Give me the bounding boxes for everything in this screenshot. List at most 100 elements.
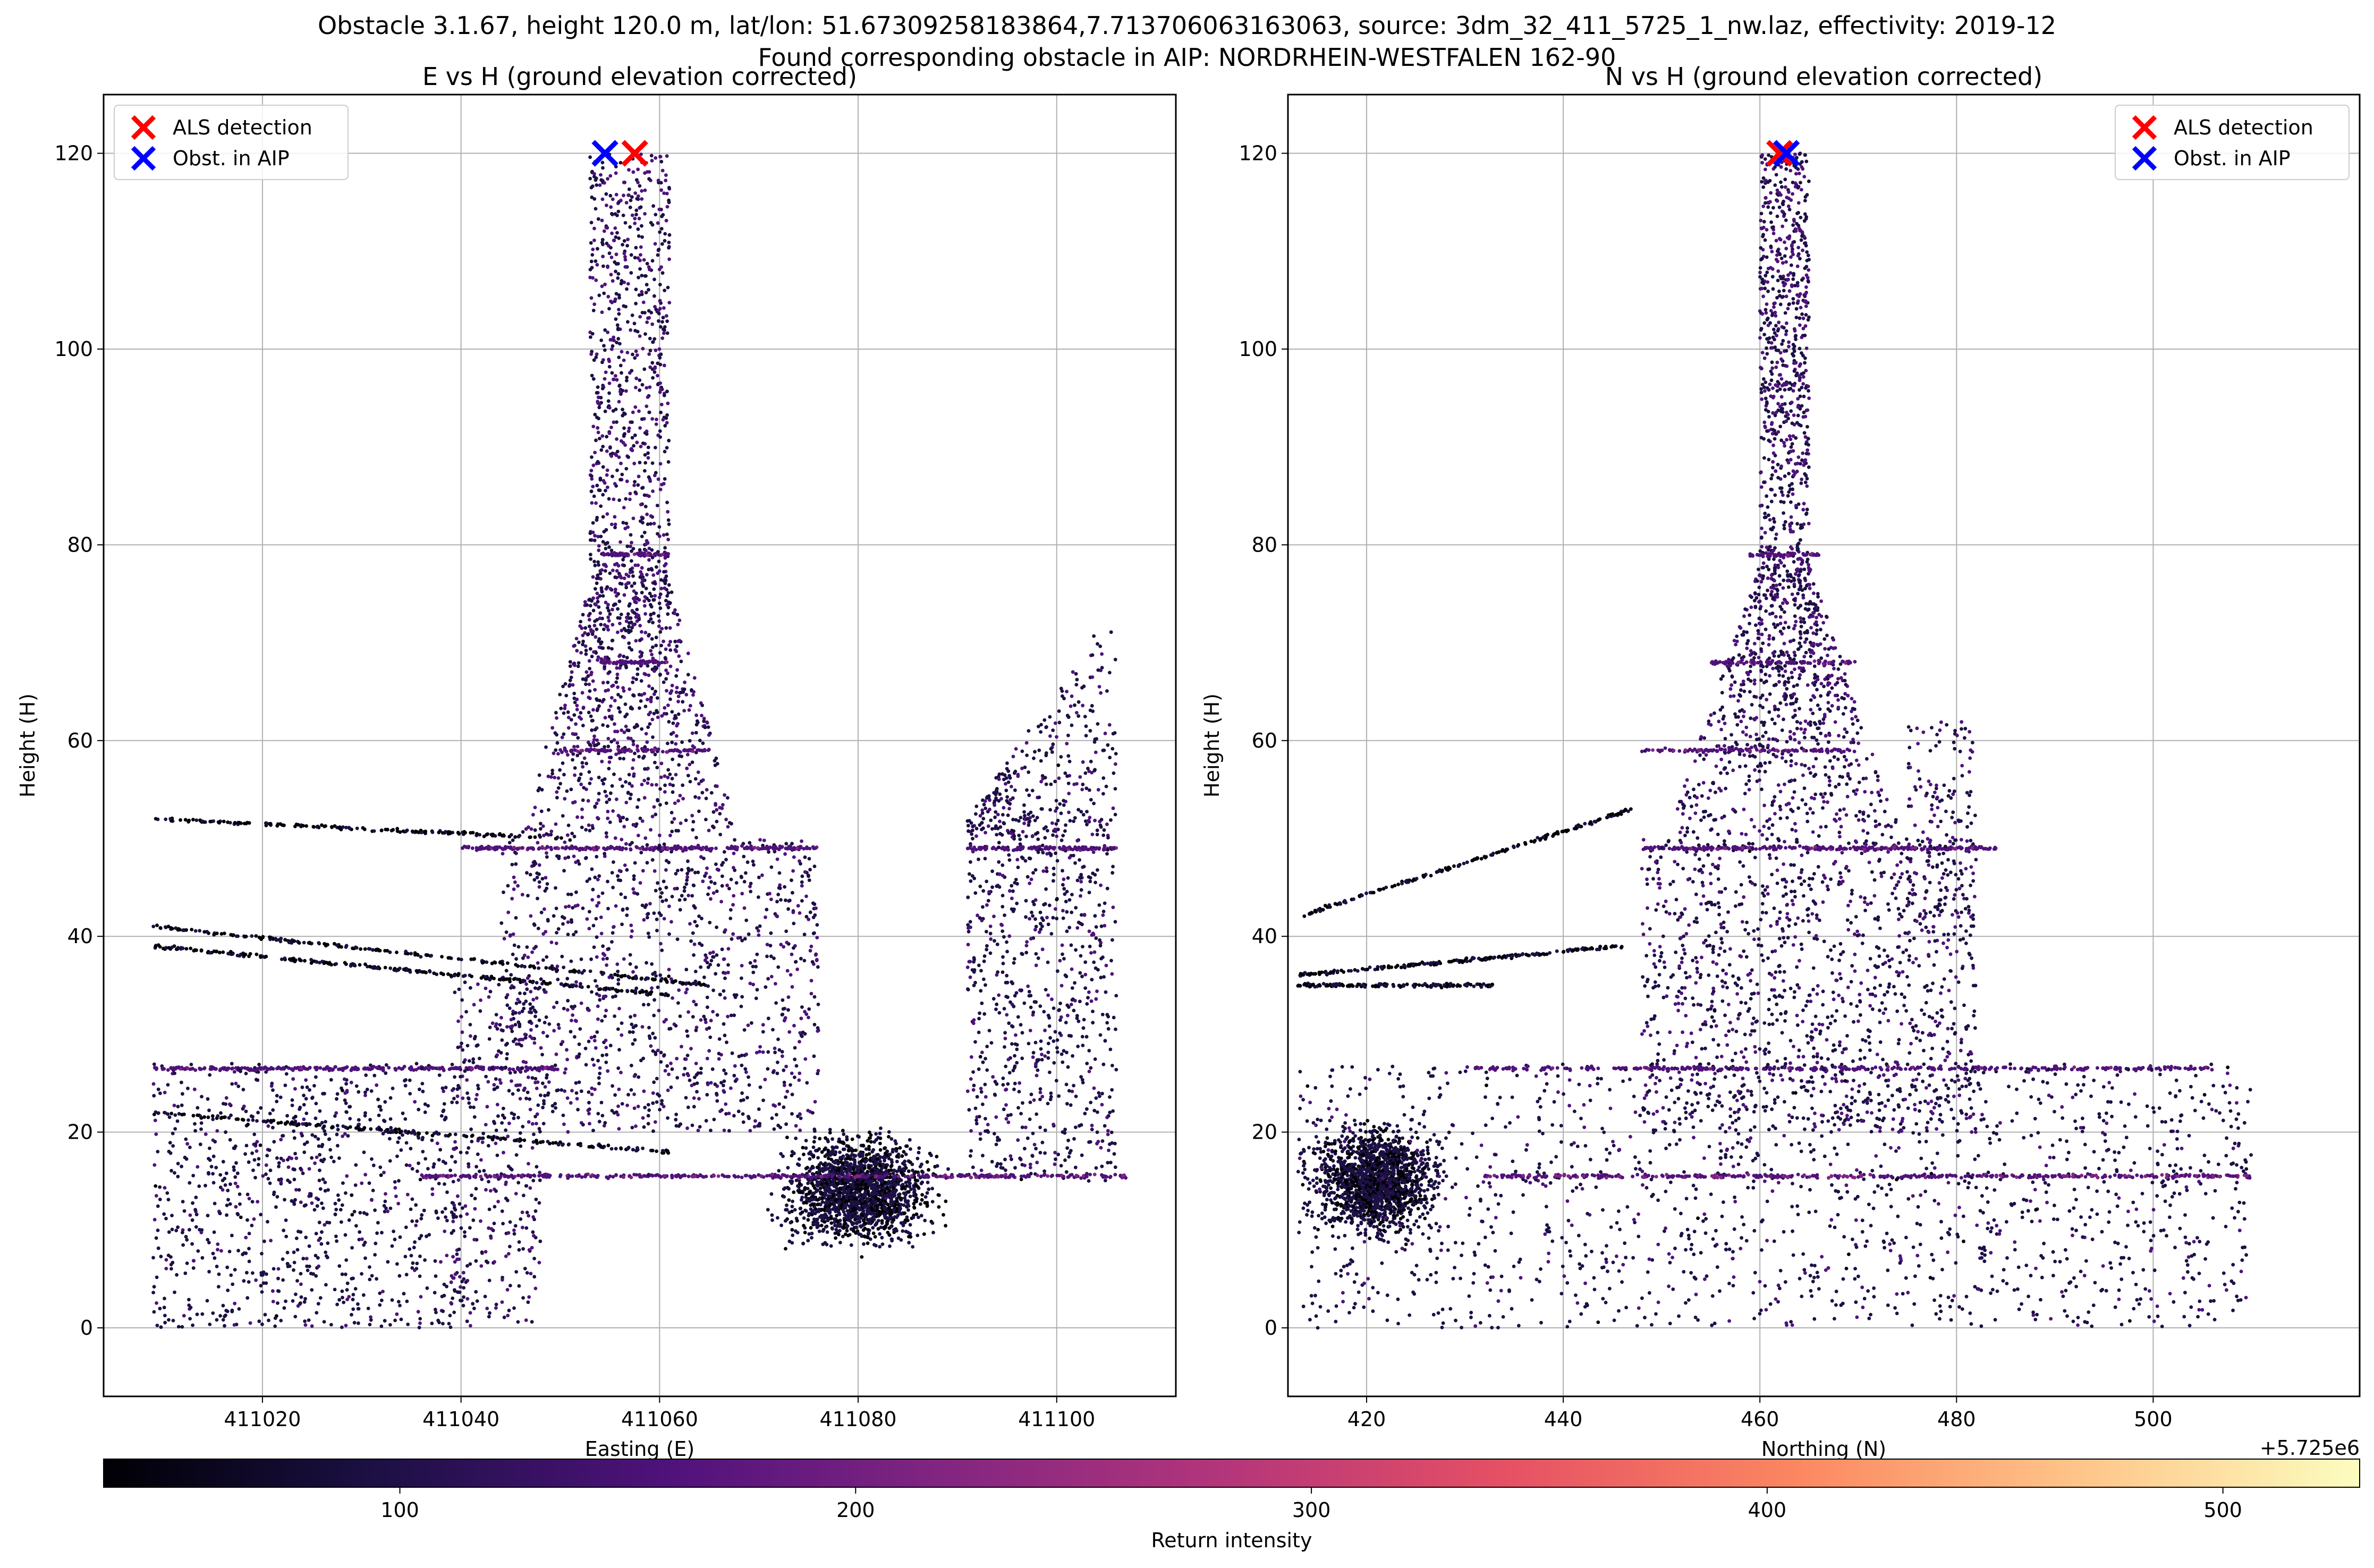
lidar-point: [707, 886, 711, 890]
lidar-point: [651, 376, 655, 380]
lidar-point: [582, 756, 587, 760]
lidar-point: [779, 1152, 783, 1156]
lidar-point: [664, 677, 668, 681]
lidar-point: [869, 1140, 873, 1144]
lidar-point: [691, 828, 695, 832]
lidar-point: [912, 1193, 916, 1198]
lidar-point: [684, 693, 689, 697]
lidar-point: [521, 1038, 525, 1041]
lidar-point: [465, 1091, 469, 1095]
lidar-point: [494, 1024, 498, 1028]
lidar-point: [895, 1159, 899, 1164]
lidar-point: [816, 1171, 820, 1175]
lidar-point: [613, 526, 617, 530]
lidar-point: [514, 916, 518, 920]
lidar-point: [669, 689, 674, 693]
lidar-point: [697, 796, 701, 800]
lidar-point: [314, 1101, 318, 1106]
lidar-point: [715, 1013, 719, 1017]
lidar-point: [823, 1188, 827, 1192]
lidar-point: [484, 1123, 488, 1127]
lidar-point: [603, 348, 607, 352]
lidar-point: [652, 869, 657, 873]
lidar-point: [930, 1200, 935, 1204]
lidar-point: [893, 1139, 897, 1143]
lidar-point: [528, 1097, 532, 1101]
lidar-point: [471, 1218, 476, 1222]
lidar-point: [643, 612, 647, 616]
lidar-point: [667, 968, 671, 971]
lidar-point: [601, 358, 605, 362]
lidar-point: [878, 1232, 882, 1236]
lidar-point: [842, 1132, 846, 1137]
lidar-point: [613, 563, 617, 566]
lidar-point: [647, 1003, 650, 1006]
lidar-point: [816, 1198, 820, 1202]
lidar-point: [606, 603, 610, 607]
lidar-point: [791, 1233, 795, 1238]
lidar-point: [792, 921, 796, 926]
lidar-point: [601, 515, 605, 519]
lidar-point: [471, 1057, 476, 1061]
lidar-point: [599, 931, 604, 936]
lidar-point: [851, 1181, 855, 1185]
lidar-point: [508, 1220, 512, 1224]
lidar-point: [453, 1289, 457, 1293]
lidar-point: [639, 152, 643, 156]
lidar-point: [514, 862, 518, 866]
lidar-point: [410, 1197, 414, 1201]
lidar-point: [535, 1112, 539, 1116]
lidar-point: [540, 1053, 544, 1057]
lidar-point: [633, 191, 638, 195]
lidar-point: [618, 815, 622, 819]
lidar-point: [736, 1109, 741, 1114]
lidar-point: [828, 1153, 833, 1157]
lidar-point: [843, 1213, 847, 1217]
lidar-point: [816, 965, 820, 969]
lidar-point: [769, 897, 773, 901]
lidar-point: [714, 756, 718, 760]
lidar-point: [616, 564, 621, 568]
lidar-point: [580, 807, 584, 811]
lidar-point: [642, 672, 647, 676]
lidar-point: [647, 177, 651, 181]
lidar-point: [600, 160, 605, 165]
lidar-point: [684, 1096, 688, 1100]
lidar-point: [882, 1226, 886, 1231]
lidar-point: [631, 170, 635, 174]
lidar-point: [299, 1282, 303, 1286]
lidar-point: [944, 1224, 947, 1228]
lidar-point: [502, 1106, 505, 1111]
lidar-point: [617, 498, 621, 502]
lidar-point: [935, 1155, 939, 1159]
lidar-point: [533, 1081, 537, 1084]
lidar-point: [753, 1119, 757, 1123]
lidar-point: [732, 1073, 736, 1078]
lidar-point: [798, 1182, 802, 1185]
lidar-point: [453, 1272, 457, 1276]
lidar-point: [622, 426, 626, 430]
lidar-point: [439, 1260, 443, 1264]
lidar-point: [623, 895, 628, 900]
lidar-point: [627, 168, 631, 172]
lidar-point: [470, 1140, 474, 1143]
lidar-point: [575, 704, 579, 708]
lidar-point: [632, 823, 637, 827]
lidar-point: [644, 274, 648, 278]
lidar-point: [622, 577, 626, 580]
lidar-point: [637, 755, 641, 759]
lidar-point: [663, 328, 666, 332]
lidar-point: [897, 1195, 901, 1199]
lidar-point: [594, 587, 597, 591]
lidar-point: [494, 1141, 498, 1146]
lidar-point: [675, 1076, 680, 1080]
lidar-point: [726, 963, 730, 967]
lidar-point: [667, 200, 671, 205]
lidar-point: [637, 234, 641, 238]
lidar-point: [363, 1111, 367, 1115]
lidar-point: [482, 1168, 486, 1173]
lidar-point: [611, 931, 615, 935]
lidar-point: [268, 1168, 273, 1173]
lidar-point: [686, 859, 690, 863]
lidar-point: [706, 725, 710, 729]
